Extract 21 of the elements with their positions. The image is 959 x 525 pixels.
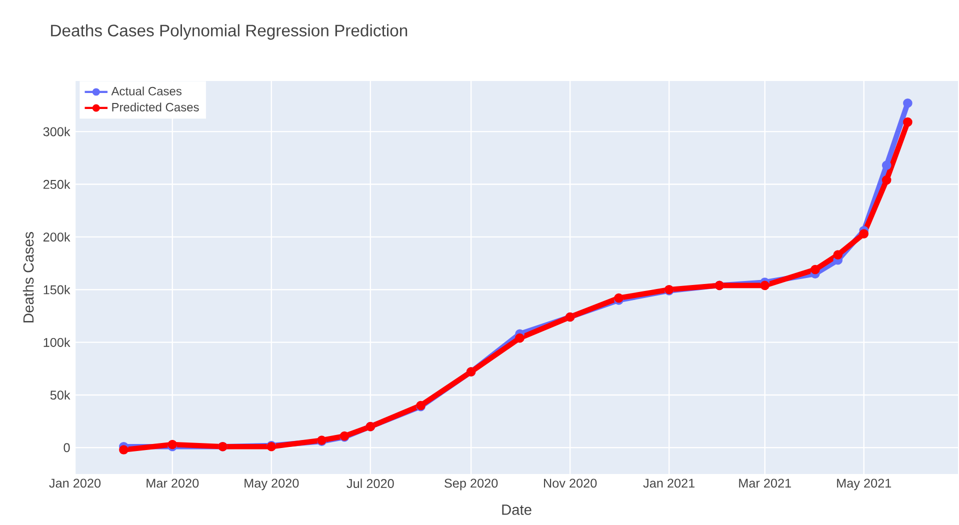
x-tick-label: Sep 2020 bbox=[444, 478, 498, 490]
y-tick-label: 100k bbox=[44, 338, 70, 347]
x-axis-title: Date bbox=[502, 504, 532, 515]
x-tick-label: Mar 2021 bbox=[739, 478, 791, 488]
chart-title: Deaths Cases Polynomial Regression Prediction bbox=[51, 24, 408, 40]
y-tick-label: 300k bbox=[43, 126, 70, 136]
x-tick-label: Mar 2020 bbox=[146, 478, 199, 488]
x-tick-label: Jan 2021 bbox=[643, 478, 695, 488]
x-tick-label: May 2021 bbox=[837, 478, 892, 490]
y-tick-label: 250k bbox=[43, 180, 70, 189]
y-tick-label: 0 bbox=[64, 443, 70, 452]
x-tick-label: Jan 2020 bbox=[49, 478, 101, 488]
x-tick-label: Jul 2020 bbox=[346, 478, 394, 488]
y-tick-label: 200k bbox=[43, 232, 70, 242]
y-axis-title: Deaths Cases bbox=[22, 232, 34, 322]
x-tick-label: May 2020 bbox=[244, 478, 299, 490]
legend-label: Actual Cases bbox=[111, 86, 182, 96]
y-tick-label: 50k bbox=[50, 390, 70, 400]
legend-label: Predicted Cases bbox=[112, 102, 199, 112]
y-tick-label: 150k bbox=[44, 284, 70, 294]
x-tick-label: Nov 2020 bbox=[544, 478, 597, 488]
